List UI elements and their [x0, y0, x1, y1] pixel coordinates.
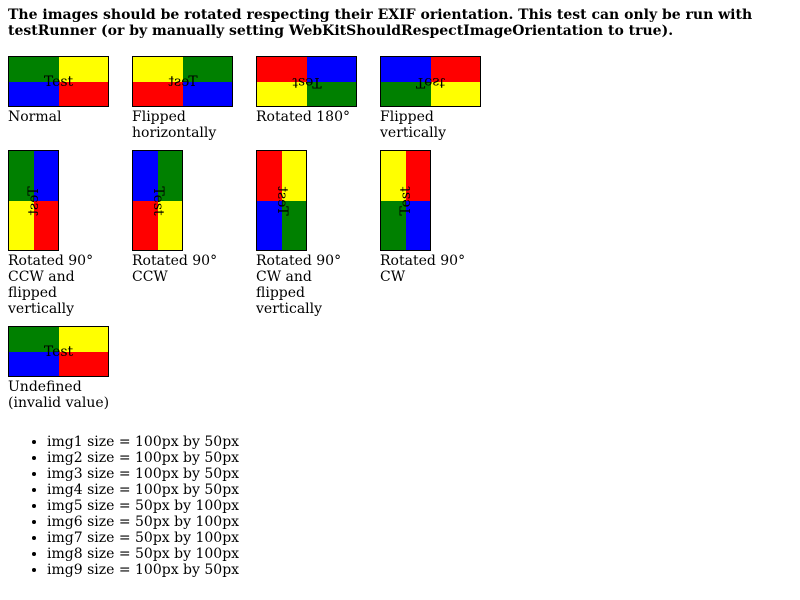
- figure-flipped-horizontally: Test Flipped horizontally: [132, 56, 247, 141]
- quadrant-yellow: [9, 200, 34, 250]
- figure-rotated-90-cw: Test Rotated 90° CW: [380, 150, 495, 285]
- quadrant-red: [58, 351, 108, 376]
- quadrant-blue: [9, 351, 59, 376]
- quadrant-red: [58, 81, 108, 106]
- figure-label: Flipped horizontally: [132, 109, 217, 141]
- figure-rotated-90-cw-flipped: Test Rotated 90° CW and flipped vertical…: [256, 150, 371, 317]
- quadrant-blue: [405, 200, 430, 250]
- image-text: Test: [291, 73, 322, 90]
- image-text: Test: [25, 185, 42, 216]
- test-image: Test: [380, 150, 431, 251]
- size-item: img7 size = 50px by 100px: [47, 530, 239, 546]
- image-text: Test: [273, 185, 290, 216]
- quadrant-blue: [133, 151, 158, 201]
- figure-normal: Test Normal: [8, 56, 123, 125]
- figure-label: Rotated 180°: [256, 109, 350, 125]
- size-item: img9 size = 100px by 50px: [47, 562, 239, 578]
- image-size-list: img1 size = 100px by 50px img2 size = 10…: [8, 434, 239, 578]
- quadrant-green: [306, 81, 356, 106]
- image-text: Test: [43, 343, 74, 360]
- figure-label: Normal: [8, 109, 62, 125]
- quadrant-blue: [306, 57, 356, 82]
- quadrant-blue: [33, 151, 58, 201]
- image-text: Test: [167, 73, 198, 90]
- quadrant-green: [381, 81, 431, 106]
- image-text: Test: [397, 185, 414, 216]
- test-image: Test: [8, 326, 109, 377]
- size-item: img2 size = 100px by 50px: [47, 450, 239, 466]
- test-image: Test: [8, 56, 109, 107]
- test-image: Test: [132, 150, 183, 251]
- quadrant-yellow: [281, 151, 306, 201]
- quadrant-red: [133, 81, 183, 106]
- quadrant-green: [182, 57, 232, 82]
- quadrant-green: [9, 151, 34, 201]
- test-image: Test: [8, 150, 59, 251]
- quadrant-blue: [9, 81, 59, 106]
- quadrant-yellow: [381, 151, 406, 201]
- quadrant-red: [33, 200, 58, 250]
- quadrant-red: [257, 57, 307, 82]
- quadrant-yellow: [430, 81, 480, 106]
- quadrant-green: [281, 200, 306, 250]
- size-item: img1 size = 100px by 50px: [47, 434, 239, 450]
- figure-label: Rotated 90° CCW: [132, 253, 218, 285]
- size-item: img4 size = 100px by 50px: [47, 482, 239, 498]
- figure-rotated-180: Test Rotated 180°: [256, 56, 371, 125]
- figure-label: Rotated 90° CW: [380, 253, 466, 285]
- quadrant-red: [257, 151, 282, 201]
- quadrant-yellow: [257, 81, 307, 106]
- image-text: Test: [415, 73, 446, 90]
- quadrant-red: [405, 151, 430, 201]
- quadrant-red: [430, 57, 480, 82]
- intro-heading: The images should be rotated respecting …: [8, 7, 753, 39]
- size-item: img5 size = 50px by 100px: [47, 498, 239, 514]
- size-item: img8 size = 50px by 100px: [47, 546, 239, 562]
- quadrant-yellow: [58, 57, 108, 82]
- figure-label: Undefined (invalid value): [8, 379, 110, 411]
- quadrant-blue: [182, 81, 232, 106]
- quadrant-yellow: [133, 57, 183, 82]
- quadrant-yellow: [58, 327, 108, 352]
- figure-label: Flipped vertically: [380, 109, 447, 141]
- quadrant-green: [381, 200, 406, 250]
- figure-undefined: Test Undefined (invalid value): [8, 326, 123, 411]
- figure-label: Rotated 90° CCW and flipped vertically: [8, 253, 94, 317]
- quadrant-yellow: [157, 200, 182, 250]
- figure-rotated-90-ccw: Test Rotated 90° CCW: [132, 150, 247, 285]
- quadrant-blue: [381, 57, 431, 82]
- test-image: Test: [256, 150, 307, 251]
- figure-label: Rotated 90° CW and flipped vertically: [256, 253, 342, 317]
- image-text: Test: [43, 73, 74, 90]
- figure-flipped-vertically: Test Flipped vertically: [380, 56, 495, 141]
- test-image: Test: [132, 56, 233, 107]
- quadrant-blue: [257, 200, 282, 250]
- quadrant-green: [157, 151, 182, 201]
- quadrant-green: [9, 57, 59, 82]
- quadrant-red: [133, 200, 158, 250]
- quadrant-green: [9, 327, 59, 352]
- test-image: Test: [380, 56, 481, 107]
- image-text: Test: [149, 185, 166, 216]
- figure-rotated-90-ccw-flipped: Test Rotated 90° CCW and flipped vertica…: [8, 150, 123, 317]
- test-image: Test: [256, 56, 357, 107]
- size-item: img6 size = 50px by 100px: [47, 514, 239, 530]
- size-item: img3 size = 100px by 50px: [47, 466, 239, 482]
